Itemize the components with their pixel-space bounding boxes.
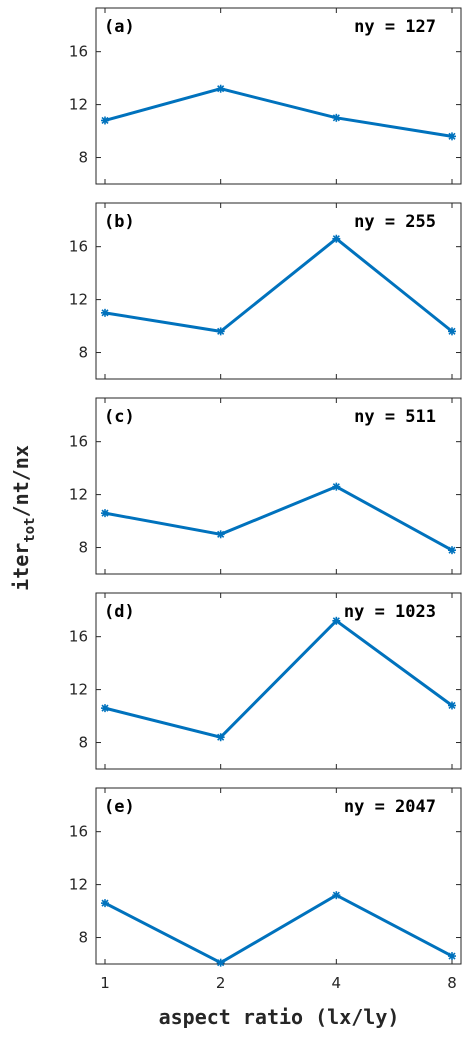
y-tick-label: 16 — [69, 433, 88, 451]
data-point — [216, 84, 225, 93]
y-tick-label: 8 — [78, 149, 88, 167]
panel-label: (a) — [104, 17, 135, 37]
data-point-core — [218, 960, 223, 965]
y-tick-label: 12 — [69, 486, 88, 504]
data-point — [448, 546, 456, 555]
data-point — [101, 116, 109, 125]
panel-frame — [95, 7, 462, 185]
data-point-core — [102, 705, 108, 711]
series-line — [104, 485, 453, 552]
data-point-core — [449, 703, 455, 708]
panel-b: 8 12 16 (b) ny = 255 — [69, 202, 462, 380]
data-point-core — [218, 735, 223, 740]
data-point-core — [218, 329, 223, 334]
data-point — [448, 327, 456, 336]
data-point-core — [334, 892, 339, 898]
data-point — [448, 132, 456, 141]
data-point — [448, 952, 456, 961]
data-point — [332, 891, 341, 900]
panel-label: (c) — [104, 407, 135, 427]
y-tick-label: 12 — [69, 681, 88, 699]
data-point — [332, 113, 341, 122]
data-point — [101, 704, 109, 713]
data-point-core — [449, 134, 455, 139]
panel-annotation: ny = 511 — [354, 407, 436, 427]
y-tick-label: 8 — [78, 734, 88, 752]
data-point — [332, 482, 341, 491]
panel-annotation: ny = 127 — [354, 17, 436, 37]
panel-frame — [95, 592, 462, 770]
data-point-core — [102, 900, 108, 906]
y-tick-label: 16 — [69, 43, 88, 61]
series-line — [104, 893, 453, 965]
y-tick-label: 16 — [69, 628, 88, 646]
data-point-core — [449, 953, 455, 959]
data-point — [448, 701, 456, 710]
panel-frame — [95, 787, 462, 965]
series-line — [104, 87, 453, 138]
x-axis-title: aspect ratio (lx/ly) — [159, 1005, 400, 1029]
data-point — [101, 899, 109, 908]
panel-frame — [95, 397, 462, 575]
x-tick-label: 1 — [100, 974, 110, 992]
x-tick-label: 8 — [447, 974, 457, 992]
panel-label: (d) — [104, 602, 135, 622]
y-axis-title-base: iter — [9, 543, 33, 591]
data-point-core — [218, 532, 223, 537]
data-point-core — [334, 115, 339, 121]
y-tick-label: 12 — [69, 876, 88, 894]
data-point — [332, 234, 341, 243]
data-point — [216, 327, 225, 336]
data-point — [332, 616, 341, 625]
x-tick-label: 2 — [216, 974, 226, 992]
data-point-core — [218, 86, 223, 91]
data-point-core — [334, 236, 339, 241]
data-point-core — [102, 310, 108, 316]
panel-annotation: ny = 255 — [354, 212, 436, 232]
y-tick-label: 16 — [69, 238, 88, 256]
y-tick-label: 12 — [69, 291, 88, 309]
y-tick-label: 16 — [69, 823, 88, 841]
panel-annotation: ny = 1023 — [344, 602, 436, 622]
data-point-core — [334, 618, 339, 623]
panel-annotation: ny = 2047 — [344, 797, 436, 817]
series-line — [104, 618, 453, 739]
y-axis-title: itertot/nt/nx — [9, 445, 38, 591]
y-tick-label: 8 — [78, 344, 88, 362]
panel-frame — [95, 202, 462, 380]
data-point — [216, 958, 225, 967]
y-tick-label: 8 — [78, 929, 88, 947]
y-tick-label: 8 — [78, 539, 88, 557]
x-tick-label: 4 — [332, 974, 342, 992]
data-point — [216, 530, 225, 539]
panel-c: 8 12 16 (c) ny = 511 — [69, 397, 462, 575]
data-point-core — [334, 484, 339, 489]
data-point — [101, 509, 109, 518]
data-point — [216, 733, 225, 742]
panel-label: (e) — [104, 797, 135, 817]
data-point — [101, 308, 109, 317]
y-axis-title-sub: tot — [22, 517, 38, 542]
data-point-core — [449, 329, 455, 334]
data-point-core — [102, 510, 108, 516]
panel-d: 8 12 16 (d) ny = 1023 — [69, 592, 462, 770]
panel-label: (b) — [104, 212, 135, 232]
panel-a: 8 12 16 (a) ny = 127 — [69, 7, 462, 185]
data-point-core — [102, 118, 108, 123]
y-tick-label: 12 — [69, 96, 88, 114]
data-point-core — [449, 547, 455, 553]
y-axis-title-rest: /nt/nx — [9, 445, 33, 517]
series-line — [104, 236, 453, 333]
